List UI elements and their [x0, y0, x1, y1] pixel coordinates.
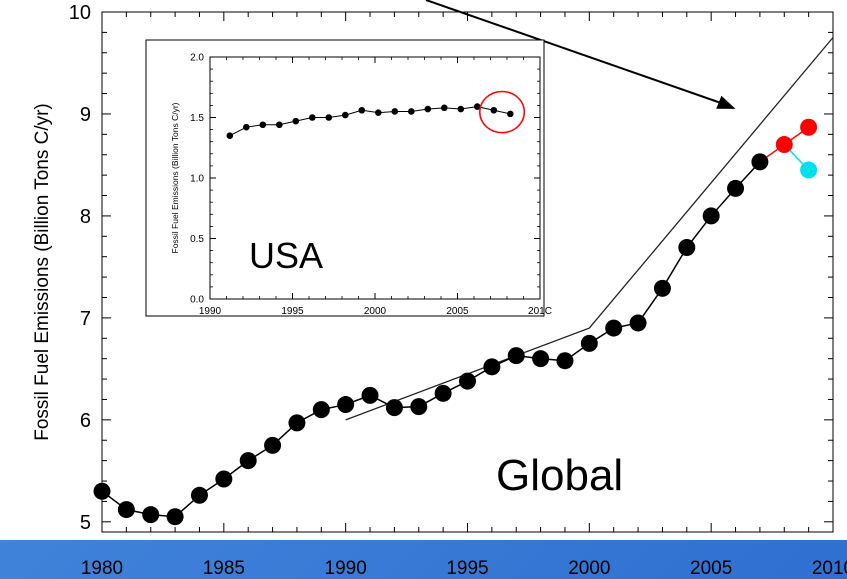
inset-data-point — [276, 121, 283, 129]
inset-x-tick-label: 2005 — [446, 306, 469, 317]
main-y-tick-label: 10 — [69, 2, 91, 24]
inset-x-tick-label: 1995 — [281, 306, 304, 317]
main-data-point — [678, 239, 696, 257]
inset-axis-ticks: 1990 1995 2000 2005 201C 0.0 0.5 1.0 1.5 2.0 — [190, 53, 552, 318]
inset-data-point — [507, 110, 514, 118]
main-data-point — [751, 153, 769, 171]
main-y-tick-label: 7 — [80, 308, 91, 330]
inset-data-point — [457, 105, 465, 113]
main-data-point — [702, 207, 720, 225]
inset-data-point — [375, 109, 382, 116]
inset-x-tick-label: 2000 — [364, 306, 387, 317]
recent-decline-highlight — [479, 90, 526, 134]
main-data-point — [93, 482, 111, 500]
main-data-point — [532, 350, 550, 368]
main-y-tick-label: 5 — [80, 512, 91, 534]
main-data-point — [727, 179, 745, 197]
main-data-point — [117, 501, 135, 519]
global-series-group — [93, 118, 818, 526]
usa-series-group — [226, 103, 514, 139]
inset-data-point — [342, 111, 349, 119]
main-data-point — [239, 452, 257, 470]
main-data-point — [800, 118, 818, 136]
pointer-arrow — [425, 0, 736, 109]
main-data-point — [459, 372, 476, 390]
main-x-tick-label: 1995 — [446, 558, 488, 579]
main-y-tick-label: 9 — [80, 104, 91, 126]
main-data-point — [215, 470, 233, 488]
main-x-tick-label: 1985 — [203, 558, 245, 579]
global-trend-line — [345, 37, 834, 421]
main-y-axis-label: Fossil Fuel Emissions (Billion Tons C/yr… — [32, 103, 53, 441]
inset-data-point — [226, 132, 234, 139]
inset-data-point — [474, 103, 481, 110]
main-data-point — [507, 347, 525, 365]
inset-background — [145, 39, 545, 317]
usa-annotation: USA — [249, 235, 323, 276]
main-data-point — [629, 314, 647, 332]
inset-data-point — [424, 105, 432, 113]
main-data-point — [288, 414, 306, 432]
inset-y-tick-label: 1.5 — [190, 113, 204, 124]
inset-data-point — [259, 121, 267, 129]
main-data-point — [775, 136, 793, 154]
inset-y-tick-label: 1.0 — [190, 174, 204, 185]
inset-x-tick-label: 1990 — [199, 306, 222, 317]
inset-data-point — [441, 104, 448, 112]
inset-data-point — [325, 114, 333, 121]
inset-y-axis-label: Fossil Fuel Emissions (Billion Tons C/yr… — [170, 102, 180, 253]
arrow-head — [716, 95, 736, 109]
main-data-point — [264, 436, 282, 454]
inset-data-point — [309, 114, 316, 121]
inset-data-point — [292, 117, 300, 125]
main-data-point — [410, 398, 428, 416]
arrow-line — [425, 0, 720, 104]
inset-y-tick-label: 2.0 — [190, 53, 204, 64]
main-data-point — [800, 161, 818, 179]
main-x-tick-label: 2010 — [812, 558, 847, 579]
main-y-tick-label: 8 — [80, 206, 91, 228]
inset-data-point — [358, 106, 366, 114]
inset-y-tick-label: 0.5 — [190, 234, 204, 245]
inset-data-point — [490, 106, 498, 114]
main-axis-ticks: 5 6 7 8 9 10 — [69, 2, 834, 534]
inset-data-point — [408, 108, 415, 115]
main-data-point — [142, 506, 160, 524]
main-x-tick-label: 1990 — [325, 558, 367, 579]
main-data-point — [556, 352, 574, 370]
global-annotation: Global — [496, 451, 623, 500]
inset-data-point — [243, 123, 250, 131]
main-series-line — [101, 161, 761, 518]
main-data-point — [361, 386, 379, 404]
inset-x-tick-label: 201C — [528, 306, 552, 317]
inset-y-tick-label: 0.0 — [190, 295, 204, 306]
main-data-point — [166, 508, 184, 526]
main-data-point — [483, 358, 501, 376]
main-data-point — [312, 401, 330, 419]
main-data-point — [434, 384, 452, 402]
main-data-point — [190, 486, 208, 504]
main-x-tick-label: 1980 — [81, 558, 123, 579]
main-data-point — [653, 279, 671, 297]
main-data-point — [605, 319, 623, 337]
main-data-point — [385, 399, 403, 417]
main-data-point — [337, 396, 355, 414]
main-y-tick-label: 6 — [80, 410, 91, 432]
main-data-point — [580, 334, 598, 352]
inset-data-point — [391, 108, 399, 115]
main-x-tick-label: 2000 — [568, 558, 610, 579]
main-x-tick-label: 2005 — [690, 558, 732, 579]
